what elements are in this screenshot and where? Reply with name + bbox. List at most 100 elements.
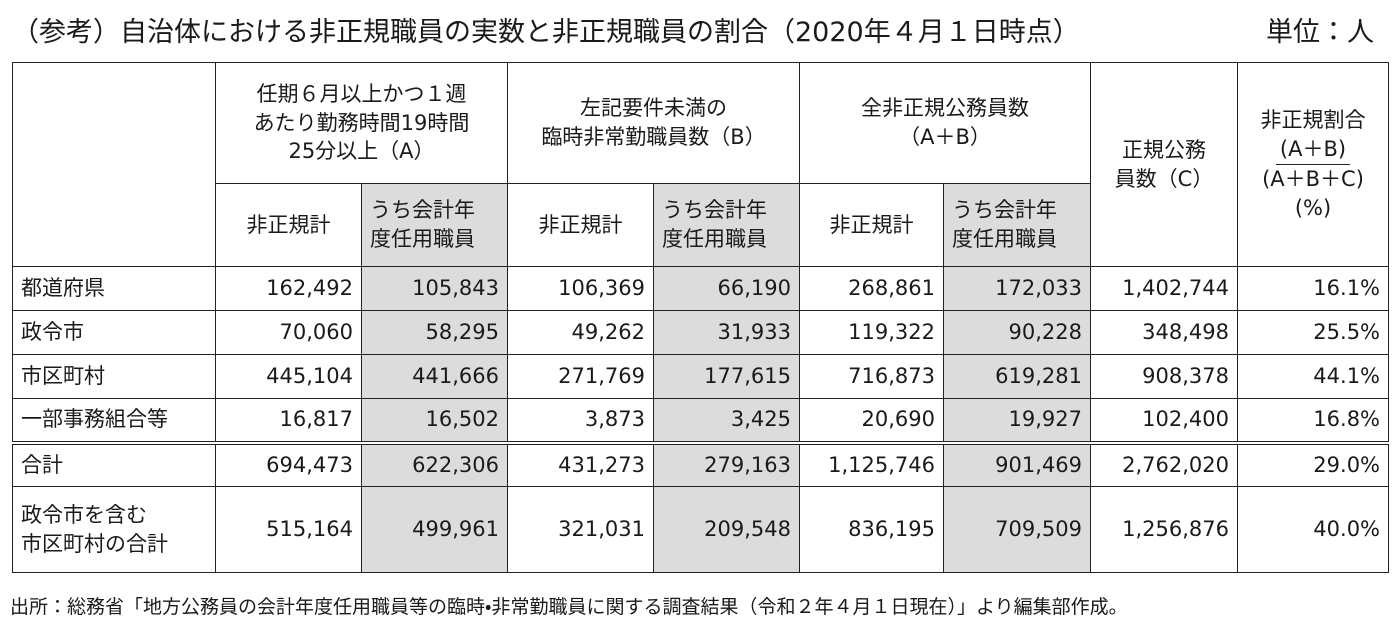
data-cell: 105,843 <box>360 266 509 311</box>
data-cell: 901,469 <box>943 440 1092 487</box>
subheader-row: 非正規計 うち会計年 度任用職員 非正規計 うち会計年 度任用職員 非正規計 うち会計年 度任用… <box>13 183 1389 267</box>
data-cell: 162,492 <box>215 266 362 311</box>
ratio-title: 非正規割合 <box>1260 108 1366 133</box>
data-cell: 1,402,744 <box>1090 266 1239 311</box>
data-cell: 49,262 <box>507 310 655 355</box>
data-cell: 836,195 <box>799 486 945 573</box>
text-line: 一部事務組合等 <box>21 407 168 432</box>
row-label: 合計 <box>12 440 216 487</box>
ratio-header: 非正規割合 (A＋B) (A＋B＋C) (%) <box>1237 62 1390 267</box>
data-row: 市区町村 445,104 441,666 271,769 177,615 716,873 6… <box>12 354 1390 399</box>
data-row: 政令市を含む 市区町村の合計 515,164 499,961 321,031 209,54… <box>12 486 1390 573</box>
ratio-numerator: (A＋B) <box>1275 135 1351 165</box>
data-cell: 622,306 <box>360 440 509 487</box>
text-line: 度任用職員 <box>952 227 1058 251</box>
data-cell: 16,502 <box>360 398 509 443</box>
data-cell: 445,104 <box>215 354 362 399</box>
data-cell: 58,295 <box>360 310 509 355</box>
text-line: 都道府県 <box>21 276 105 301</box>
text-line: 市区町村の合計 <box>21 531 168 556</box>
source-note: 出所：総務省「地方公務員の会計年度任用職員等の臨時・非常勤職員に関する調査結果（… <box>10 596 1128 618</box>
data-cell: 177,615 <box>653 354 801 399</box>
text-line: うち会計年 <box>952 198 1058 223</box>
text-line: 員数（C） <box>1114 166 1214 191</box>
data-cell: 66,190 <box>653 266 801 311</box>
data-cell: 31,933 <box>653 310 801 355</box>
data-cell: 716,873 <box>799 354 945 399</box>
data-cell: 279,163 <box>653 440 801 487</box>
data-row: 合計 694,473 622,306 431,273 279,163 1,125,746 9… <box>12 440 1390 487</box>
data-cell: 106,369 <box>507 266 655 311</box>
data-cell: 25.5% <box>1237 310 1390 355</box>
row-label: 政令市 <box>12 310 216 355</box>
ratio-denominator: (A＋B＋C) <box>1262 167 1364 191</box>
data-cell: 268,861 <box>799 266 945 311</box>
text-line: 全非正規公務員数 <box>861 96 1030 121</box>
text-line: 任期６月以上かつ１週 <box>256 81 467 106</box>
text-line: 度任用職員 <box>662 227 768 251</box>
data-cell: 709,509 <box>943 486 1092 573</box>
subheader: 非正規計 <box>799 183 945 267</box>
text-line: 左記要件未満の <box>580 96 728 121</box>
data-cell: 44.1% <box>1237 354 1390 399</box>
data-cell: 1,256,876 <box>1090 486 1239 573</box>
unit: 単位：人 <box>1266 17 1374 48</box>
header-row: 任期６月以上かつ１週 あたり勤務時間19時間 25分以上（A） 左記要件未満の臨時非常… <box>12 62 1390 267</box>
data-cell: 19,927 <box>943 398 1092 443</box>
row-label: 政令市を含む 市区町村の合計 <box>12 486 216 573</box>
data-cell: 1,125,746 <box>799 440 945 487</box>
data-cell: 2,762,020 <box>1090 440 1239 487</box>
group-header: 左記要件未満の臨時非常勤職員数（B） <box>507 62 801 184</box>
row-label: 都道府県 <box>12 266 216 311</box>
group-header: 全非正規公務員数 （A＋B） <box>799 62 1092 184</box>
data-cell: 70,060 <box>215 310 362 355</box>
data-cell: 499,961 <box>360 486 509 573</box>
data-table: 任期６月以上かつ１週 あたり勤務時間19時間 25分以上（A） 左記要件未満の臨時非常… <box>12 62 1390 573</box>
data-cell: 3,425 <box>653 398 801 443</box>
text-line: 政令市を含む <box>21 502 147 527</box>
text-line: 非正規計 <box>538 212 623 237</box>
title: （参考）自治体における非正規職員の実数と非正規職員の割合（2020年４月１日時点… <box>12 17 1080 48</box>
data-cell: 29.0% <box>1237 440 1390 487</box>
data-cell: 172,033 <box>943 266 1092 311</box>
data-cell: 619,281 <box>943 354 1092 399</box>
data-cell: 431,273 <box>507 440 655 487</box>
data-cell: 694,473 <box>215 440 362 487</box>
text-line: あたり勤務時間19時間 <box>253 110 470 135</box>
row-label: 市区町村 <box>12 354 216 399</box>
data-cell: 321,031 <box>507 486 655 573</box>
subheader: うち会計年度任用職員 <box>653 183 801 267</box>
text-line: 市区町村 <box>21 364 105 389</box>
subheader: 非正規計 <box>215 183 362 267</box>
text-line: 非正規計 <box>246 212 331 237</box>
text-line: 政令市 <box>21 320 84 345</box>
group-header: 任期６月以上かつ１週 あたり勤務時間19時間 25分以上（A） <box>214 62 509 184</box>
subheader: うち会計年 度任用職員 <box>360 183 509 267</box>
ratio-numerator-wrap: (A＋B) <box>1246 135 1380 165</box>
subheader: うち会計年度任用職員 <box>943 183 1092 267</box>
text-line: うち会計年 <box>662 198 768 223</box>
data-cell: 16,817 <box>215 398 362 443</box>
data-cell: 102,400 <box>1090 398 1239 443</box>
data-cell: 16.1% <box>1237 266 1390 311</box>
text-line: 度任用職員 <box>370 227 475 251</box>
data-cell: 16.8% <box>1237 398 1390 443</box>
text-line: 臨時非常勤職員数（B） <box>541 125 766 149</box>
regular-header: 正規公務 員数（C） <box>1090 62 1239 267</box>
data-cell: 271,769 <box>507 354 655 399</box>
data-row: 政令市 70,060 58,295 49,262 31,933 119,322 90,228… <box>12 310 1390 355</box>
data-cell: 515,164 <box>215 486 362 573</box>
data-cell: 119,322 <box>799 310 945 355</box>
data-cell: 40.0% <box>1237 486 1390 573</box>
data-cell: 908,378 <box>1090 354 1239 399</box>
subheader: 非正規計 <box>507 183 655 267</box>
row-label: 一部事務組合等 <box>12 398 216 443</box>
data-row: 一部事務組合等 16,817 16,502 3,873 3,425 20,690 19,92… <box>12 398 1390 443</box>
text-line: （A＋B） <box>899 125 991 149</box>
data-cell: 348,498 <box>1090 310 1239 355</box>
text-line: 合計 <box>21 452 63 477</box>
text-line: 25分以上（A） <box>288 139 435 164</box>
data-cell: 3,873 <box>507 398 655 443</box>
data-cell: 20,690 <box>799 398 945 443</box>
